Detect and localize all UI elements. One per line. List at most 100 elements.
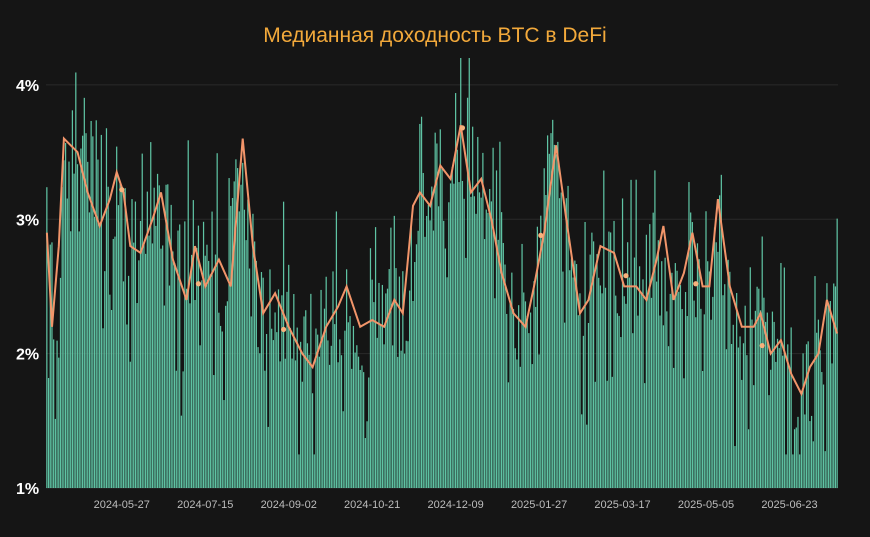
chart-title: Медианная доходность BTC в DeFi (263, 24, 607, 47)
bar (451, 167, 453, 488)
bar (196, 247, 198, 488)
bar (257, 347, 259, 488)
moving-average-series (45, 125, 839, 397)
bar (795, 427, 797, 488)
bar (398, 276, 401, 488)
bar (412, 300, 414, 488)
bar (778, 348, 780, 488)
bar (453, 183, 455, 489)
bar (322, 336, 324, 488)
bar (734, 446, 736, 488)
bar (635, 179, 637, 488)
bar (582, 335, 584, 488)
bar (613, 220, 615, 488)
bar (810, 415, 813, 488)
bar (638, 266, 641, 488)
bar (138, 260, 140, 488)
bar (591, 232, 593, 488)
bar (472, 126, 474, 488)
bar (405, 340, 407, 488)
bar (102, 328, 104, 488)
bar (763, 297, 765, 488)
bar (177, 230, 179, 488)
bar (148, 235, 150, 488)
bar (63, 160, 65, 488)
bar (426, 215, 428, 488)
bar (153, 187, 155, 488)
bar (179, 224, 181, 488)
bar (564, 322, 566, 488)
bar (713, 227, 716, 488)
bar (724, 284, 726, 488)
bar (630, 179, 632, 488)
x-tick-label: 2024-05-27 (94, 499, 150, 511)
bar (592, 241, 595, 488)
bar (676, 270, 678, 488)
bar (400, 350, 402, 488)
bar (363, 372, 365, 488)
bar (756, 286, 758, 488)
bar (163, 305, 165, 488)
bar (308, 354, 310, 488)
bar (146, 191, 148, 489)
bar (90, 120, 92, 489)
bar (747, 429, 750, 488)
bar (812, 441, 814, 488)
bar (707, 261, 709, 488)
bar (596, 254, 598, 488)
bar (134, 201, 137, 488)
bar (684, 291, 687, 488)
bar (552, 119, 554, 488)
bar (298, 454, 300, 488)
bar (502, 242, 504, 488)
bar (793, 429, 796, 488)
bar (231, 198, 234, 488)
bar (281, 295, 283, 488)
line-marker (693, 281, 699, 287)
bar (155, 225, 157, 489)
y-tick-label: 4% (16, 78, 39, 95)
bar (579, 293, 581, 488)
bar (478, 192, 481, 488)
bar (143, 243, 145, 488)
bar (541, 235, 544, 488)
bar (114, 236, 116, 488)
bar (725, 349, 728, 488)
bar (761, 236, 763, 488)
bar (373, 302, 375, 488)
bar (780, 262, 782, 488)
bar (574, 260, 576, 488)
bar (526, 315, 528, 488)
bar (245, 240, 247, 488)
bar (136, 303, 138, 488)
bar (494, 298, 496, 488)
bar (383, 344, 385, 488)
bar (543, 168, 545, 488)
bar (218, 312, 220, 488)
bar (650, 297, 653, 488)
bar (201, 280, 203, 488)
bar (385, 293, 387, 488)
bar (444, 248, 447, 488)
bar (691, 222, 693, 488)
bar (395, 268, 397, 488)
bar (354, 352, 356, 488)
bar (337, 362, 339, 488)
bar (279, 361, 281, 488)
bar (456, 149, 458, 488)
bar (516, 359, 518, 488)
bar (768, 395, 770, 488)
bar (381, 284, 384, 488)
bar (386, 288, 389, 488)
bar (637, 315, 639, 488)
bar (770, 369, 772, 488)
bar (570, 258, 573, 488)
bar (267, 426, 269, 488)
bar (380, 324, 382, 488)
bar (766, 312, 768, 488)
bar (535, 306, 537, 488)
bar (264, 370, 266, 488)
bar (669, 293, 671, 488)
bar (276, 332, 278, 488)
bar (282, 201, 285, 488)
